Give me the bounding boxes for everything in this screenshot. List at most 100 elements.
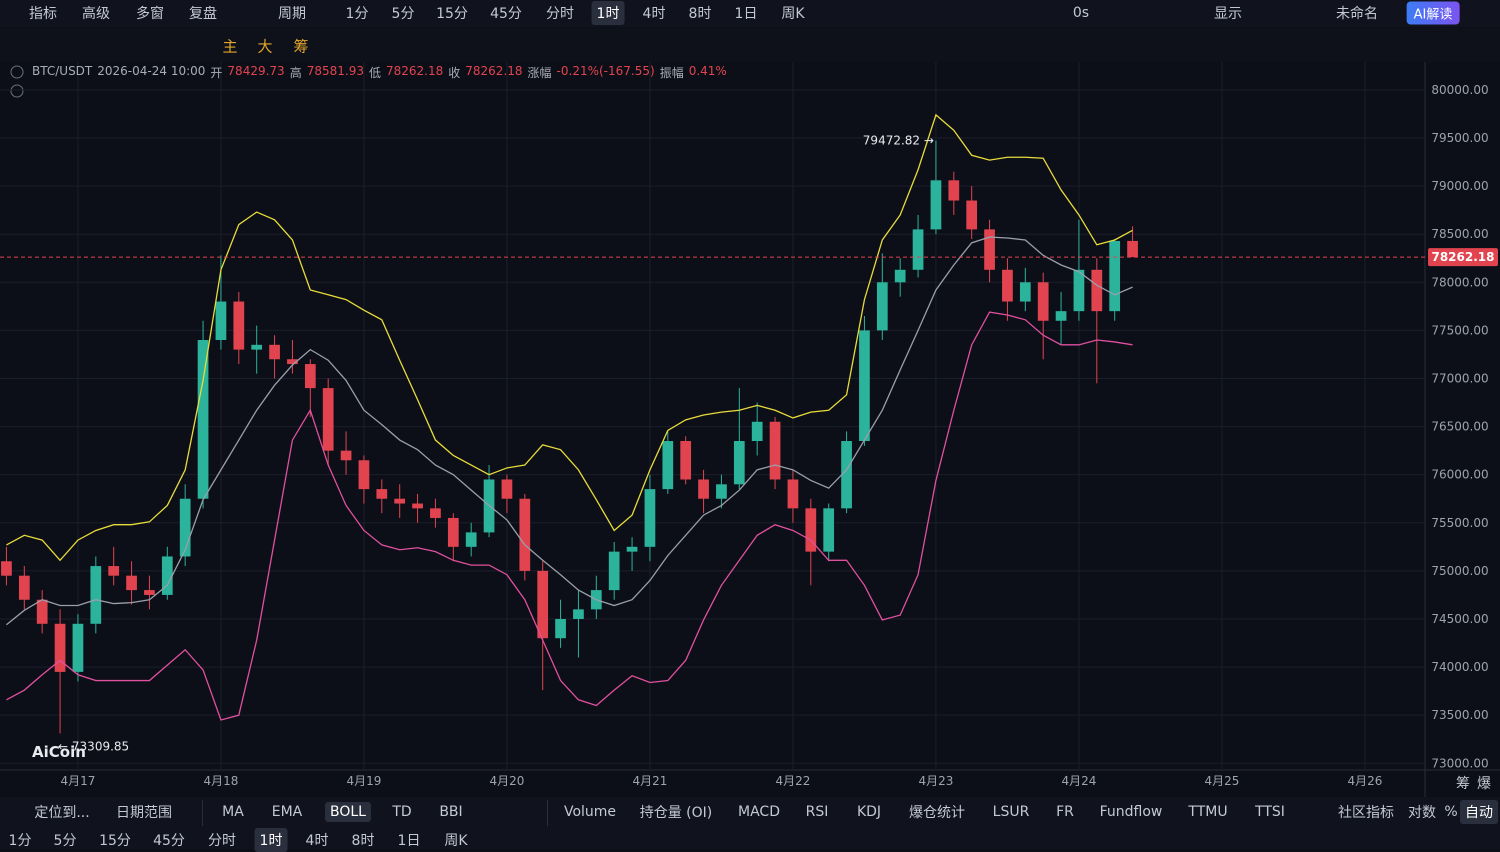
indicator-button[interactable]: 爆仓统计 [909,805,965,821]
candle-body [322,388,334,451]
last-price-label: 78262.18 [1431,250,1494,264]
header-label: 高 [289,66,302,80]
candle-body [698,479,709,499]
watermark: AiCoin [32,743,86,761]
expand-icon[interactable] [10,84,24,98]
axis-button[interactable]: 爆 [1477,776,1491,792]
axis-button[interactable]: 筹 [1456,776,1470,792]
candle-body [90,566,102,624]
indicator-button[interactable]: FR [1056,804,1074,820]
toolbar-item[interactable]: 周K [781,6,805,22]
candle-body [54,623,66,672]
indicator-button[interactable]: TD [392,804,412,820]
indicator-button[interactable]: TTMU [1188,804,1228,820]
header-label: 振幅 [659,66,684,80]
toolbar-item[interactable]: 1日 [734,6,758,22]
candle-body [358,460,370,490]
toolbar-item[interactable]: 4时 [642,6,666,22]
y-tick-label: 79500.00 [1431,131,1488,145]
toolbar-item[interactable]: 未命名 [1336,6,1378,22]
boll-band [6,113,1133,562]
y-tick-label: 78000.00 [1431,275,1488,289]
indicator-button[interactable]: BOLL [325,802,371,822]
x-tick-label: 4月21 [632,774,667,788]
period-button[interactable]: 分时 [208,833,236,849]
toolbar-item[interactable]: 复盘 [189,6,217,22]
toolbar-item[interactable]: 5分 [391,6,415,22]
x-tick-label: 4月17 [60,774,95,788]
y-tick-label: 76000.00 [1431,468,1488,482]
tool-button[interactable]: 筹 [293,37,309,56]
indicator-button[interactable]: Volume [563,804,617,820]
toolbar-item[interactable]: AI解读 [1406,1,1460,25]
y-tick-label: 77000.00 [1431,371,1488,385]
period-button[interactable]: 周K [444,833,468,849]
top-toolbar [0,0,1500,27]
indicator-button[interactable]: EMA [271,804,303,820]
indicator-button[interactable]: MACD [738,804,780,820]
indicator-button[interactable]: 持仓量 (OI) [639,805,713,821]
period-button[interactable]: 1日 [397,833,421,849]
candle-body [465,532,477,547]
candle-body [287,359,298,365]
header-value: 78262.18 [465,64,523,78]
period-button[interactable]: 4时 [305,833,329,849]
indicator-button[interactable]: TTSI [1255,804,1285,820]
y-tick-label: 74000.00 [1431,660,1488,674]
period-button[interactable]: 45分 [153,833,185,849]
x-tick-label: 4月20 [489,774,524,788]
header-label: 低 [368,66,381,80]
indicator-button[interactable]: BBI [439,804,463,820]
candle-body [430,508,441,518]
toolbar-item[interactable]: 1时 [591,1,625,25]
ohlc-header: BTC/USDT 2026-04-24 10:00 开 78429.73 高 7858… [32,64,727,81]
period-button[interactable]: 15分 [99,833,131,849]
indicator-button[interactable]: Fundflow [1099,804,1163,820]
scale-button[interactable]: % [1444,804,1458,820]
chart: 73000.00 73500.00 74000.00 74500.00 75000.00… [0,62,1500,797]
candle-body [573,609,584,619]
y-tick-label: 79000.00 [1431,179,1488,193]
collapse-icon[interactable] [10,65,24,79]
period-button[interactable]: 5分 [53,833,77,849]
footer-button[interactable]: 定位到... [34,805,90,821]
indicator-button[interactable]: MA [222,804,244,820]
period-button[interactable]: 1分 [8,833,32,849]
candle-body [144,590,155,595]
toolbar-item[interactable]: 显示 [1214,6,1242,22]
candle-body [984,229,995,270]
period-button[interactable]: 1时 [254,828,288,852]
header-label: 收 [448,66,461,80]
toolbar-item[interactable]: 8时 [688,6,712,22]
toolbar-item[interactable]: 15分 [436,6,468,22]
bottom-toolbar [0,797,1500,849]
candle-body [680,441,692,480]
toolbar-item[interactable]: 高级 [82,6,110,22]
candle-body [36,599,48,624]
indicator-button[interactable]: LSUR [992,804,1030,820]
candle-body [841,441,852,509]
separator [547,800,548,826]
indicator-button[interactable]: RSI [805,804,829,820]
indicator-button[interactable]: 社区指标 [1338,805,1394,821]
toolbar-item[interactable]: 周期 [278,6,306,22]
indicator-button[interactable]: KDJ [856,804,882,820]
candle-body [1109,240,1121,312]
footer-button[interactable]: 日期范围 [116,805,172,821]
scale-button[interactable]: 对数 [1408,805,1436,821]
tool-button[interactable]: 主 [222,37,238,56]
y-tick-label: 73500.00 [1431,708,1488,722]
toolbar-item[interactable]: 45分 [490,6,522,22]
toolbar-item[interactable]: 指标 [29,6,57,22]
candle-body [72,623,84,672]
candle-body [662,441,674,490]
tool-button[interactable]: 大 [257,37,273,56]
toolbar-item[interactable]: 分时 [546,6,574,22]
toolbar-item[interactable]: 0s [1072,5,1090,21]
y-tick-label: 78500.00 [1431,227,1488,241]
toolbar-item[interactable]: 多窗 [136,6,164,22]
candle-body [108,566,120,576]
toolbar-item[interactable]: 1分 [345,6,369,22]
scale-button[interactable]: 自动 [1460,800,1498,824]
period-button[interactable]: 8时 [351,833,375,849]
